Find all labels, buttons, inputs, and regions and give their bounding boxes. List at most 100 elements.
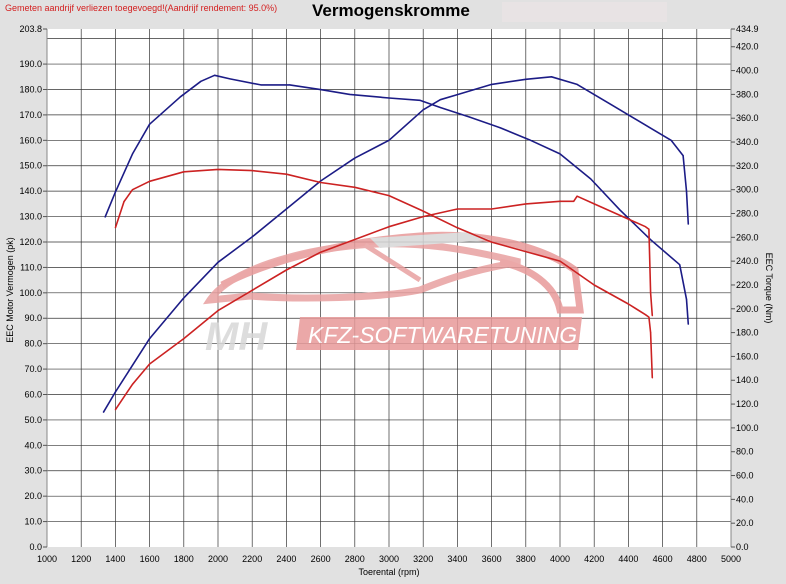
data-point xyxy=(260,84,262,86)
watermark-kfz: KFZ-SOFTWARETUNING xyxy=(308,322,577,348)
data-point xyxy=(114,391,116,393)
data-point xyxy=(388,139,390,141)
y2-tick-label: 340.0 xyxy=(736,137,759,147)
y-tick-label: 0.0 xyxy=(29,542,42,552)
y2-tick-label: 160.0 xyxy=(736,351,759,361)
data-point xyxy=(682,154,684,157)
data-point xyxy=(183,297,185,299)
watermark-mh: MH xyxy=(205,315,268,359)
data-point xyxy=(183,337,185,340)
data-point xyxy=(559,153,561,155)
data-point xyxy=(651,377,653,379)
y-tick-label: 120.0 xyxy=(19,237,42,247)
data-point xyxy=(217,261,219,263)
y2-tick-label: 280.0 xyxy=(736,208,759,218)
data-point xyxy=(576,83,578,86)
y-axis-title: EEC Motor Vermogen (pk) xyxy=(5,237,15,343)
x-tick-label: 4400 xyxy=(618,554,638,564)
y2-tick-label: 120.0 xyxy=(736,399,759,409)
data-point xyxy=(285,269,287,271)
data-point xyxy=(388,226,390,228)
y2-tick-label: 260.0 xyxy=(736,232,759,242)
data-point xyxy=(114,409,116,411)
data-point xyxy=(627,218,630,220)
x-tick-label: 3400 xyxy=(447,554,467,564)
data-point xyxy=(320,251,322,253)
x-tick-label: 2200 xyxy=(242,554,262,564)
x-tick-label: 1400 xyxy=(105,554,125,564)
y-tick-label: 60.0 xyxy=(24,389,42,399)
data-point xyxy=(593,284,595,286)
y2-tick-label: 200.0 xyxy=(736,304,759,314)
y2-tick-label: 360.0 xyxy=(736,113,759,123)
data-point xyxy=(456,208,458,210)
data-point xyxy=(183,171,185,173)
data-point xyxy=(499,127,501,129)
data-point xyxy=(422,210,424,212)
data-point xyxy=(229,78,231,80)
y-tick-label: 190.0 xyxy=(19,59,42,69)
chart-title: Vermogenskromme xyxy=(312,1,470,20)
data-point xyxy=(627,303,630,305)
data-point xyxy=(114,191,116,193)
y-tick-label: 150.0 xyxy=(19,161,42,171)
series-line-2 xyxy=(114,168,654,378)
x-tick-label: 2800 xyxy=(345,554,365,564)
data-point xyxy=(593,203,595,205)
data-point xyxy=(456,93,458,96)
data-point xyxy=(149,180,151,182)
data-point xyxy=(687,223,689,225)
data-point xyxy=(419,99,421,101)
x-tick-label: 4000 xyxy=(550,554,570,564)
data-point xyxy=(320,181,322,184)
data-point xyxy=(670,139,672,141)
x-tick-label: 1600 xyxy=(140,554,160,564)
x-tick-label: 2400 xyxy=(276,554,296,564)
data-point xyxy=(679,264,681,266)
y-tick-label: 130.0 xyxy=(19,212,42,222)
y2-tick-label: 240.0 xyxy=(736,256,759,266)
y2-axis-title: EEC Torque (Nm) xyxy=(764,253,774,324)
data-point xyxy=(217,310,219,312)
data-point xyxy=(644,314,647,316)
data-point xyxy=(149,123,151,125)
drivetrain-loss-note: Gemeten aandrijf verliezen toegevoegd!(A… xyxy=(5,3,278,13)
data-point xyxy=(648,316,650,318)
data-point xyxy=(644,124,647,126)
x-tick-label: 1800 xyxy=(174,554,194,564)
y-tick-label: 100.0 xyxy=(19,288,42,298)
data-point xyxy=(388,195,390,197)
data-point xyxy=(114,227,116,229)
y-tick-label: 40.0 xyxy=(24,440,42,450)
y-tick-label: 180.0 xyxy=(19,84,42,94)
data-point xyxy=(687,323,689,325)
data-point xyxy=(102,411,105,413)
data-point xyxy=(131,153,134,155)
data-point xyxy=(610,104,612,106)
data-point xyxy=(650,239,652,241)
data-point xyxy=(285,173,287,175)
y2-tick-label: 80.0 xyxy=(736,447,754,457)
data-point xyxy=(131,189,134,191)
data-point xyxy=(422,109,424,111)
data-point xyxy=(650,332,652,334)
data-point xyxy=(289,84,291,86)
data-point xyxy=(559,260,561,262)
data-point xyxy=(525,78,527,80)
x-tick-label: 5000 xyxy=(721,554,741,564)
x-tick-label: 1200 xyxy=(71,554,91,564)
data-point xyxy=(685,190,688,192)
data-point xyxy=(456,227,458,229)
y-tick-label: 160.0 xyxy=(19,135,42,145)
x-tick-label: 3200 xyxy=(413,554,433,564)
y2-tick-label: 220.0 xyxy=(736,280,759,290)
data-point xyxy=(491,83,493,86)
data-point xyxy=(650,292,652,294)
y-tick-label: 110.0 xyxy=(20,262,42,272)
series-group xyxy=(102,74,690,413)
data-point xyxy=(590,178,592,180)
y-tick-label: 70.0 xyxy=(24,364,42,374)
data-point xyxy=(200,80,202,82)
data-point xyxy=(559,200,561,202)
data-point xyxy=(354,157,356,159)
